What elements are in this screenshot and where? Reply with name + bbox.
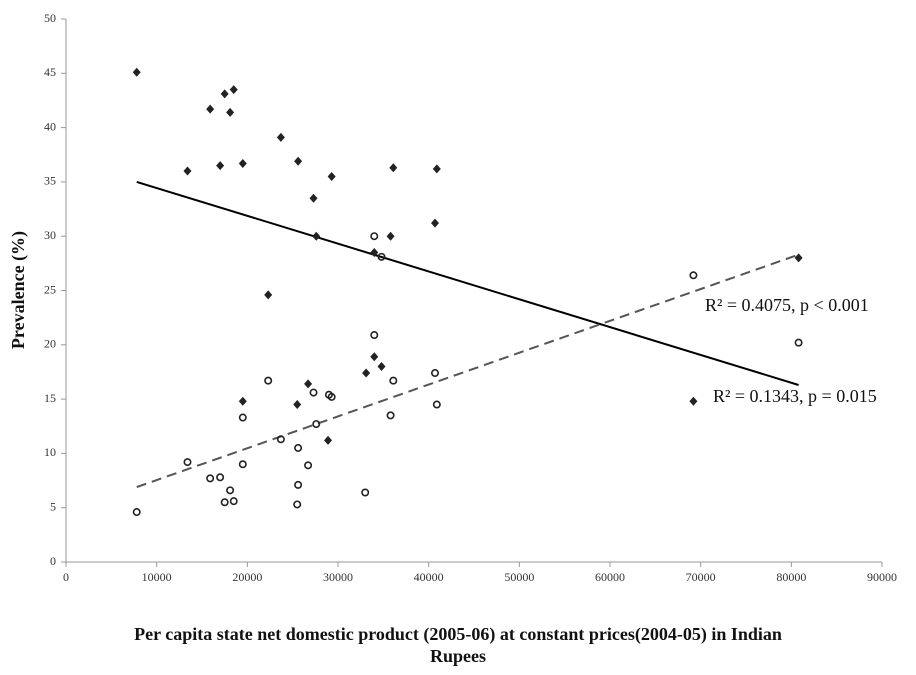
point: [206, 104, 215, 114]
x-tick-label: 10000: [142, 570, 172, 584]
point: [132, 67, 141, 77]
point: [304, 379, 313, 389]
point: [183, 458, 192, 467]
point: [389, 163, 398, 173]
point: [229, 497, 238, 506]
x-tick-label: 60000: [595, 570, 625, 584]
y-tick-label: 10: [44, 445, 56, 459]
y-tick-label: 50: [44, 11, 56, 25]
point: [431, 369, 440, 378]
point: [220, 89, 229, 99]
y-tick-label: 35: [44, 174, 56, 188]
annotation: R² = 0.4075, p < 0.001: [705, 295, 869, 315]
point: [293, 500, 302, 509]
point: [216, 161, 225, 171]
y-tick-label: 20: [44, 337, 56, 351]
point: [432, 400, 441, 409]
x-tick-label: 70000: [686, 570, 716, 584]
point: [689, 396, 698, 406]
point: [386, 231, 395, 241]
trendline: [136, 180, 799, 386]
point: [370, 247, 379, 257]
point: [377, 362, 386, 372]
point: [794, 253, 803, 263]
point: [327, 392, 336, 401]
point: [312, 420, 321, 429]
x-tick-label: 80000: [776, 570, 806, 584]
y-tick-label: 5: [50, 499, 56, 513]
point: [276, 435, 285, 444]
point: [370, 331, 379, 340]
chart: Prevalence (%) 0 5 10 15 20 25 30 35 40 45 50 0 1000…: [8, 11, 897, 584]
point: [327, 171, 336, 181]
point: [309, 193, 318, 203]
point: [309, 388, 318, 397]
point: [294, 156, 303, 166]
point: [361, 488, 370, 497]
point: [229, 85, 238, 95]
y-tick-label: 30: [44, 228, 56, 242]
point: [389, 376, 398, 385]
point: [324, 435, 333, 445]
point: [238, 413, 247, 422]
x-axis-label: Per capita state net domestic product (2…: [134, 624, 782, 666]
x-tick-label: 20000: [232, 570, 262, 584]
point: [294, 443, 303, 452]
point: [304, 461, 313, 470]
x-tick-label: 30000: [323, 570, 353, 584]
y-axis-label: Prevalence (%): [8, 231, 29, 349]
y-tick-label: 40: [44, 119, 56, 133]
y-tick-label: 25: [44, 282, 56, 296]
point: [689, 271, 698, 280]
point: [132, 508, 141, 517]
x-tick-label: 0: [63, 570, 69, 584]
point: [431, 218, 440, 228]
point: [238, 396, 247, 406]
y-tick-label: 45: [44, 65, 56, 79]
point: [794, 338, 803, 347]
point: [216, 473, 225, 482]
point: [362, 368, 371, 378]
point: [312, 231, 321, 241]
point: [264, 290, 273, 300]
y-tick-label: 0: [50, 554, 56, 568]
point: [238, 460, 247, 469]
y-tick-label: 15: [44, 391, 56, 405]
point: [183, 166, 192, 176]
point: [276, 132, 285, 142]
x-tick-label: 90000: [867, 570, 897, 584]
point: [264, 376, 273, 385]
point: [432, 164, 441, 174]
point: [377, 252, 386, 261]
point: [238, 158, 247, 168]
point: [226, 486, 235, 495]
trendline: [136, 253, 799, 489]
point: [370, 232, 379, 241]
point: [294, 480, 303, 489]
point: [293, 400, 302, 410]
point: [206, 474, 215, 483]
point: [220, 498, 229, 507]
point: [226, 107, 235, 117]
point: [370, 352, 379, 362]
point: [386, 411, 395, 420]
annotation: R² = 0.1343, p = 0.015: [713, 386, 877, 406]
x-tick-label: 50000: [504, 570, 534, 584]
x-tick-label: 40000: [414, 570, 444, 584]
